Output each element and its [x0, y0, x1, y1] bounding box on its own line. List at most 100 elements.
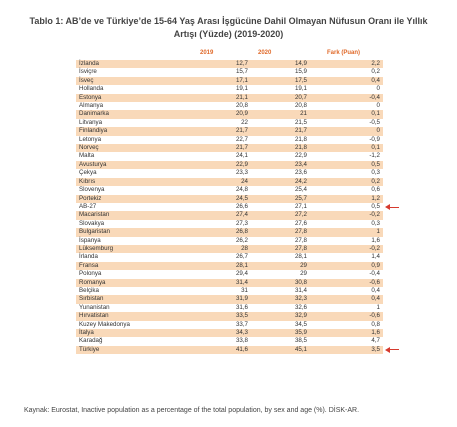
- country-cell: Çekya: [76, 169, 189, 178]
- value-2019-cell: 22,7: [189, 135, 248, 145]
- value-2020-cell: 24,2: [248, 177, 307, 187]
- value-2020-cell: 21,5: [248, 118, 307, 128]
- value-2020-cell: 27,2: [248, 211, 307, 220]
- col-2020-header: 2020: [258, 50, 272, 56]
- value-2020-cell: 19,1: [248, 85, 307, 94]
- country-cell: Malta: [76, 152, 189, 161]
- value-2020-cell: 45,1: [248, 345, 307, 355]
- value-2020-cell: 32,6: [248, 303, 307, 313]
- value-2019-cell: 23,3: [189, 169, 248, 178]
- table-row: Almanya 20,8 20,8 0: [76, 102, 383, 111]
- diff-cell: 4,7: [307, 337, 383, 346]
- value-2019-cell: 31,4: [189, 278, 248, 287]
- country-cell: İzlanda: [76, 60, 189, 69]
- country-cell: İsveç: [76, 76, 189, 86]
- diff-cell: 0,3: [307, 219, 383, 229]
- diff-cell: 0,1: [307, 144, 383, 153]
- diff-cell: -0,4: [307, 270, 383, 279]
- table-row: Hollanda 19,1 19,1 0: [76, 85, 383, 94]
- table-row: İsviçre 15,7 15,9 0,2: [76, 68, 383, 77]
- value-2019-cell: 19,1: [189, 85, 248, 94]
- value-2019-cell: 24,1: [189, 152, 248, 161]
- value-2020-cell: 17,5: [248, 76, 307, 86]
- diff-cell: 0: [307, 85, 383, 94]
- diff-cell: 0,4: [307, 76, 383, 86]
- country-cell: İrlanda: [76, 253, 189, 262]
- diff-cell: 1,2: [307, 194, 383, 203]
- country-cell: Sırbistan: [76, 295, 189, 304]
- table-row: Karadağ 33,8 38,5 4,7: [76, 337, 383, 346]
- diff-cell: 0: [307, 102, 383, 111]
- col-diff-header: Fark (Puan): [327, 50, 361, 56]
- diff-cell: 0,2: [307, 68, 383, 77]
- diff-cell: 0,8: [307, 320, 383, 329]
- value-2020-cell: 27,6: [248, 219, 307, 229]
- diff-cell: -0,2: [307, 244, 383, 254]
- table-row: Hırvatistan 33,5 32,9 -0,6: [76, 312, 383, 321]
- table-row: Kıbrıs 24 24,2 0,2: [76, 177, 383, 187]
- value-2020-cell: 21,8: [248, 135, 307, 145]
- value-2020-cell: 27,8: [248, 236, 307, 245]
- table-row: İsveç 17,1 17,5 0,4: [76, 76, 383, 86]
- value-2020-cell: 21,8: [248, 144, 307, 153]
- table-row: Danimarka 20,9 21 0,1: [76, 110, 383, 119]
- table-row: Avusturya 22,9 23,4 0,5: [76, 160, 383, 170]
- diff-cell: -0,9: [307, 135, 383, 145]
- value-2020-cell: 22,9: [248, 152, 307, 161]
- value-2020-cell: 25,4: [248, 186, 307, 195]
- value-2019-cell: 31,6: [189, 303, 248, 313]
- value-2019-cell: 28: [189, 244, 248, 254]
- arrow-left-icon: [385, 204, 399, 210]
- table-row: Belçika 31 31,4 0,4: [76, 286, 383, 296]
- value-2020-cell: 14,9: [248, 60, 307, 69]
- value-2019-cell: 12,7: [189, 60, 248, 69]
- country-cell: Portekiz: [76, 194, 189, 203]
- table-row: Kuzey Makedonya 33,7 34,5 0,8: [76, 320, 383, 329]
- diff-cell: 1: [307, 228, 383, 237]
- table-row: İtalya 34,3 35,9 1,6: [76, 329, 383, 338]
- col-2019-header: 2019: [200, 50, 214, 56]
- value-2020-cell: 31,4: [248, 286, 307, 296]
- diff-cell: 0,9: [307, 261, 383, 271]
- country-cell: Belçika: [76, 286, 189, 296]
- value-2019-cell: 41,6: [189, 345, 248, 355]
- table-row: Estonya 21,1 20,7 -0,4: [76, 93, 383, 103]
- country-cell: Romanya: [76, 278, 189, 287]
- diff-cell: 0,1: [307, 110, 383, 119]
- value-2020-cell: 28,1: [248, 253, 307, 262]
- table-title: Tablo 1: AB’de ve Türkiye’de 15-64 Yaş A…: [0, 15, 457, 41]
- diff-cell: 1,6: [307, 236, 383, 245]
- value-2019-cell: 27,3: [189, 219, 248, 229]
- diff-cell: 3,5: [307, 345, 383, 355]
- table-row: Litvanya 22 21,5 -0,5: [76, 118, 383, 128]
- diff-cell: 0,5: [307, 160, 383, 170]
- country-cell: Kıbrıs: [76, 177, 189, 187]
- value-2019-cell: 28,1: [189, 261, 248, 271]
- source-note: Kaynak: Eurostat, Inactive population as…: [24, 407, 360, 414]
- value-2020-cell: 27,1: [248, 202, 307, 212]
- value-2020-cell: 21,7: [248, 127, 307, 136]
- table-row: Finlandiya 21,7 21,7 0: [76, 127, 383, 136]
- value-2019-cell: 26,8: [189, 228, 248, 237]
- country-cell: İtalya: [76, 329, 189, 338]
- value-2020-cell: 38,5: [248, 337, 307, 346]
- value-2019-cell: 33,5: [189, 312, 248, 321]
- value-2020-cell: 27,8: [248, 228, 307, 237]
- value-2019-cell: 17,1: [189, 76, 248, 86]
- value-2020-cell: 20,8: [248, 102, 307, 111]
- value-2019-cell: 31: [189, 286, 248, 296]
- table-row: Polonya 29,4 29 -0,4: [76, 270, 383, 279]
- country-cell: Norveç: [76, 144, 189, 153]
- diff-cell: 0,4: [307, 295, 383, 304]
- diff-cell: 0,6: [307, 186, 383, 195]
- country-cell: Finlandiya: [76, 127, 189, 136]
- country-cell: AB-27: [76, 202, 189, 212]
- value-2020-cell: 29: [248, 261, 307, 271]
- country-cell: Hırvatistan: [76, 312, 189, 321]
- value-2020-cell: 27,8: [248, 244, 307, 254]
- value-2020-cell: 32,3: [248, 295, 307, 304]
- value-2020-cell: 21: [248, 110, 307, 119]
- value-2019-cell: 20,8: [189, 102, 248, 111]
- value-2019-cell: 20,9: [189, 110, 248, 119]
- country-cell: Yunanistan: [76, 303, 189, 313]
